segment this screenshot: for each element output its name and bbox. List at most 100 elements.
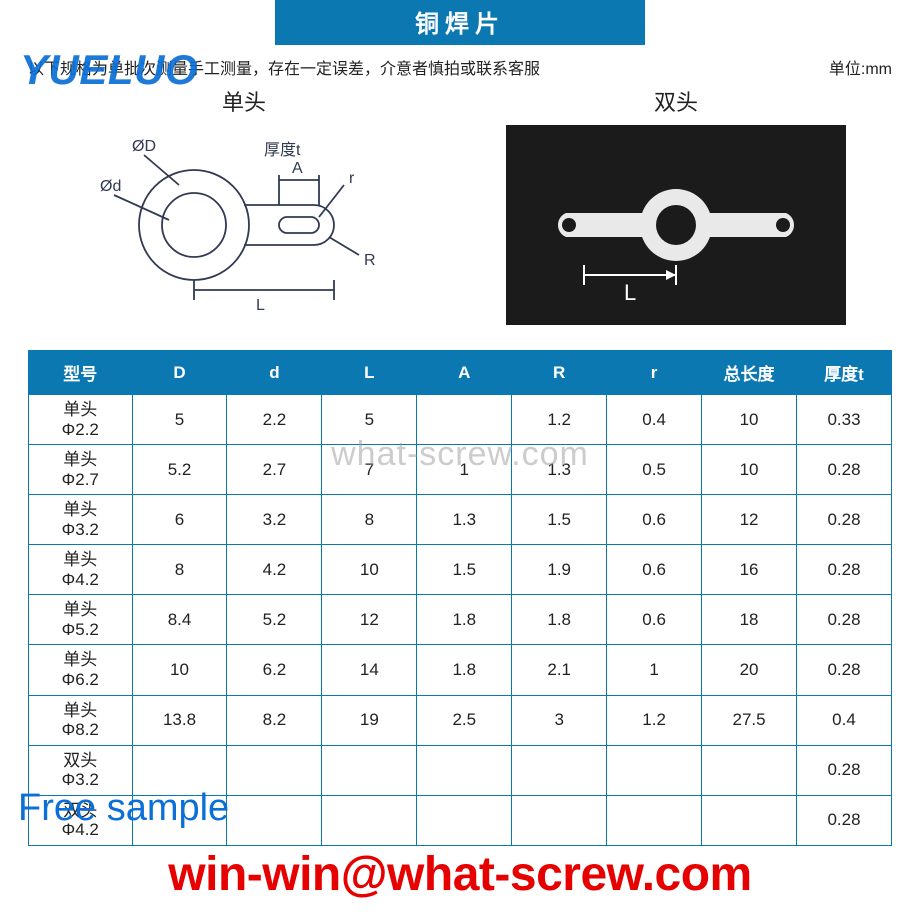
dim-r-label: r (349, 170, 355, 187)
value-cell: 0.33 (797, 395, 892, 445)
dim-R-label: R (364, 252, 376, 269)
model-cell: 双头Φ4.2 (29, 795, 133, 845)
value-cell: 5 (322, 395, 417, 445)
table-row: 单头Φ5.28.45.2121.81.80.6180.28 (29, 595, 892, 645)
watermark-email: win-win@what-screw.com (168, 847, 751, 902)
value-cell (227, 745, 322, 795)
table-col-header: 厚度t (797, 351, 892, 395)
model-cell: 双头Φ3.2 (29, 745, 133, 795)
value-cell: 0.6 (607, 595, 702, 645)
page-container: 铜焊片 以下规格为单批次测量手工测量，存在一定误差，介意者慎拍或联系客服 单位:… (0, 0, 920, 920)
value-cell: 10 (702, 445, 797, 495)
table-col-header: R (512, 351, 607, 395)
value-cell: 10 (132, 645, 227, 695)
table-col-header: 型号 (29, 351, 133, 395)
value-cell: 10 (702, 395, 797, 445)
value-cell: 3.2 (227, 495, 322, 545)
unit-label: 单位:mm (829, 55, 892, 79)
table-col-header: L (322, 351, 417, 395)
value-cell: 5 (132, 395, 227, 445)
value-cell: 27.5 (702, 695, 797, 745)
value-cell: 1.8 (417, 595, 512, 645)
value-cell: 1.3 (417, 495, 512, 545)
value-cell (607, 745, 702, 795)
table-col-header: 总长度 (702, 351, 797, 395)
measurement-note: 以下规格为单批次测量手工测量，存在一定误差，介意者慎拍或联系客服 (28, 55, 540, 79)
value-cell (702, 745, 797, 795)
dim-t-label: 厚度t (264, 141, 301, 159)
value-cell: 6 (132, 495, 227, 545)
title-bar: 铜焊片 (275, 0, 645, 45)
value-cell: 1.2 (512, 395, 607, 445)
model-cell: 单头Φ2.7 (29, 445, 133, 495)
value-cell: 0.6 (607, 495, 702, 545)
note-row: 以下规格为单批次测量手工测量，存在一定误差，介意者慎拍或联系客服 单位:mm (28, 55, 892, 79)
model-cell: 单头Φ3.2 (29, 495, 133, 545)
table-row: 单头Φ3.263.281.31.50.6120.28 (29, 495, 892, 545)
value-cell (607, 795, 702, 845)
dim-d-label: Ød (100, 178, 121, 195)
value-cell (417, 395, 512, 445)
value-cell (417, 795, 512, 845)
diagram-double: 双头 (506, 85, 846, 330)
value-cell: 1.9 (512, 545, 607, 595)
title-text: 铜焊片 (415, 11, 505, 38)
value-cell: 5.2 (132, 445, 227, 495)
spec-table: 型号DdLARr总长度厚度t 单头Φ2.252.251.20.4100.33单头… (28, 350, 892, 846)
value-cell: 8.4 (132, 595, 227, 645)
value-cell: 7 (322, 445, 417, 495)
value-cell: 19 (322, 695, 417, 745)
table-row: 单头Φ4.284.2101.51.90.6160.28 (29, 545, 892, 595)
value-cell: 14 (322, 645, 417, 695)
model-cell: 单头Φ4.2 (29, 545, 133, 595)
value-cell: 1.5 (512, 495, 607, 545)
value-cell: 0.4 (607, 395, 702, 445)
value-cell (132, 745, 227, 795)
value-cell: 0.28 (797, 545, 892, 595)
value-cell: 1.2 (607, 695, 702, 745)
dim-L-label: L (256, 297, 265, 314)
value-cell: 12 (322, 595, 417, 645)
value-cell (227, 795, 322, 845)
value-cell: 8 (322, 495, 417, 545)
value-cell (417, 745, 512, 795)
table-row: 双头Φ4.2 0.28 (29, 795, 892, 845)
diagram-single: 单头 (74, 85, 414, 325)
value-cell: 1 (417, 445, 512, 495)
value-cell: 0.28 (797, 595, 892, 645)
value-cell (512, 745, 607, 795)
diagram-double-label: 双头 (506, 85, 846, 117)
table-row: 单头Φ2.75.22.7711.30.5100.28 (29, 445, 892, 495)
dim-L-photo: L (624, 280, 636, 305)
value-cell: 0.28 (797, 495, 892, 545)
value-cell: 0.28 (797, 795, 892, 845)
value-cell: 6.2 (227, 645, 322, 695)
value-cell: 0.28 (797, 645, 892, 695)
value-cell: 20 (702, 645, 797, 695)
table-col-header: d (227, 351, 322, 395)
value-cell: 0.4 (797, 695, 892, 745)
dim-A-label: A (292, 160, 303, 177)
table-row: 单头Φ6.2106.2141.82.11200.28 (29, 645, 892, 695)
value-cell: 12 (702, 495, 797, 545)
diagram-single-label: 单头 (74, 85, 414, 117)
model-cell: 单头Φ5.2 (29, 595, 133, 645)
value-cell: 2.1 (512, 645, 607, 695)
value-cell: 3 (512, 695, 607, 745)
table-col-header: D (132, 351, 227, 395)
value-cell: 1 (607, 645, 702, 695)
value-cell: 1.5 (417, 545, 512, 595)
value-cell: 8.2 (227, 695, 322, 745)
table-row: 单头Φ2.252.251.20.4100.33 (29, 395, 892, 445)
model-cell: 单头Φ6.2 (29, 645, 133, 695)
value-cell: 1.3 (512, 445, 607, 495)
table-body: 单头Φ2.252.251.20.4100.33单头Φ2.75.22.7711.3… (29, 395, 892, 846)
diagram-row: 单头 (28, 85, 892, 330)
table-row: 双头Φ3.20.28 (29, 745, 892, 795)
value-cell: 2.5 (417, 695, 512, 745)
model-cell: 单头Φ8.2 (29, 695, 133, 745)
value-cell: 0.5 (607, 445, 702, 495)
value-cell: 2.2 (227, 395, 322, 445)
value-cell: 0.28 (797, 445, 892, 495)
value-cell: 8 (132, 545, 227, 595)
